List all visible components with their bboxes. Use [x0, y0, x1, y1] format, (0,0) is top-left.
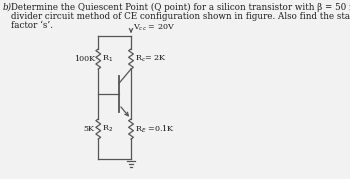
Text: R$_1$: R$_1$: [102, 54, 113, 64]
Text: R$_E$ =0.1K: R$_E$ =0.1K: [135, 123, 175, 135]
Text: R$_c$= 2K: R$_c$= 2K: [135, 54, 167, 64]
Text: b): b): [2, 3, 12, 12]
Text: Determine the Quiescent Point (Q point) for a silicon transistor with β = 50 in : Determine the Quiescent Point (Q point) …: [11, 3, 350, 12]
Text: divider circuit method of CE configuration shown in figure. Also find the stabil: divider circuit method of CE configurati…: [11, 12, 350, 21]
Text: 5K: 5K: [84, 125, 95, 133]
Text: V$_{cc}$ = 20V: V$_{cc}$ = 20V: [133, 23, 175, 33]
Text: 100K: 100K: [74, 55, 95, 63]
Text: R$_2$: R$_2$: [102, 124, 113, 134]
Text: factor ‘s’.: factor ‘s’.: [11, 21, 53, 30]
